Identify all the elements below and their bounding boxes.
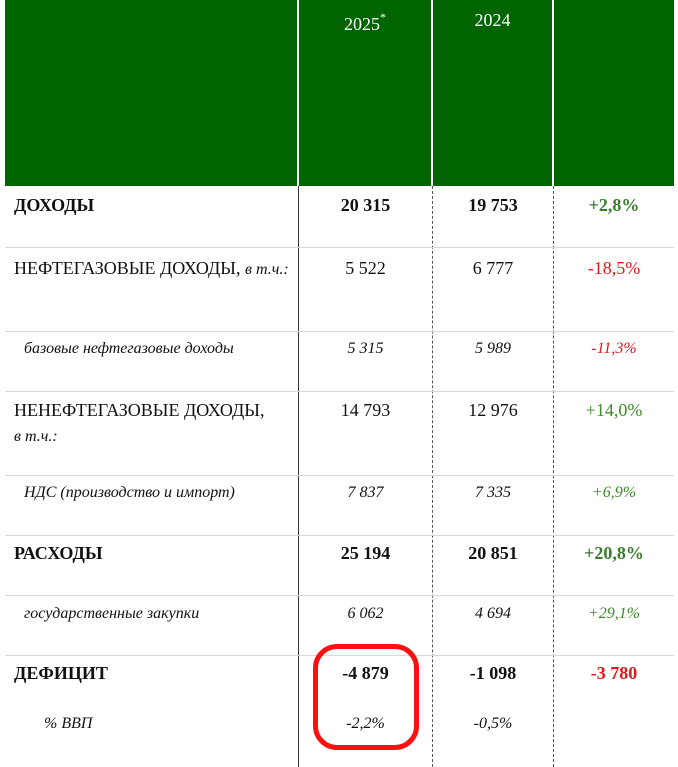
row-procurement-label: государственные закупки — [24, 605, 200, 622]
row-separator — [5, 475, 674, 476]
row-nonoil-title: НЕНЕФТЕГАЗОВЫЕ ДОХОДЫ, — [14, 400, 265, 420]
row-vat-2024: 7 335 — [475, 484, 511, 501]
row-base-oilgas-label: базовые нефтегазовые доходы — [24, 340, 234, 357]
row-expenses-2024: 20 851 — [468, 543, 518, 563]
header-year-2024: 2024 — [433, 0, 552, 186]
row-revenue-change: +2,8% — [588, 195, 640, 215]
row-vat-label: НДС (производство и импорт) — [24, 484, 235, 501]
row-expenses-2025: 25 194 — [340, 543, 391, 563]
row-base-oilgas-2025: 5 315 — [347, 340, 384, 357]
row-oilgas-change: -18,5% — [587, 258, 641, 278]
row-deficit-label: ДЕФИЦИТ — [14, 663, 108, 683]
row-nonoil-2024: 12 976 — [468, 400, 518, 420]
year-2024-label: 2024 — [474, 10, 511, 30]
divider-col-3 — [553, 186, 554, 767]
highlight-circle — [313, 644, 419, 750]
row-base-oilgas-2024: 5 989 — [475, 340, 511, 357]
header-year-2025: 2025* — [299, 0, 431, 186]
header-change-cell — [554, 0, 674, 186]
row-gdp-share-2024: -0,5% — [473, 715, 513, 732]
row-vat-2025: 7 837 — [347, 484, 384, 501]
row-deficit-2024: -1 098 — [469, 663, 517, 683]
row-nonoil-label: НЕНЕФТЕГАЗОВЫЕ ДОХОДЫ, в т.ч.: — [14, 398, 294, 449]
row-oilgas-title: НЕФТЕГАЗОВЫЕ ДОХОДЫ, — [14, 258, 241, 278]
row-separator — [5, 331, 674, 332]
divider-col-1 — [298, 186, 299, 767]
row-oilgas-label: НЕФТЕГАЗОВЫЕ ДОХОДЫ, в т.ч.: — [14, 256, 294, 282]
row-revenue-2024: 19 753 — [468, 195, 518, 215]
row-separator — [5, 595, 674, 596]
row-procurement-2024: 4 694 — [475, 605, 511, 622]
row-separator — [5, 247, 674, 248]
row-oilgas-2025: 5 522 — [345, 258, 386, 278]
row-oilgas-2024: 6 777 — [472, 258, 514, 278]
footnote-mark: * — [380, 10, 386, 24]
row-revenue-label: ДОХОДЫ — [14, 195, 95, 215]
year-2025-label: 2025 — [344, 14, 380, 34]
row-separator — [5, 391, 674, 392]
row-expenses-change: +20,8% — [584, 543, 644, 563]
row-nonoil-change: +14,0% — [585, 400, 643, 420]
row-gdp-share-label: % ВВП — [44, 715, 93, 732]
row-base-oilgas-change: -11,3% — [591, 340, 637, 357]
row-expenses-label: РАСХОДЫ — [14, 543, 103, 563]
header-label-cell — [5, 0, 297, 186]
row-deficit-change: -3 780 — [590, 663, 638, 683]
divider-col-2 — [432, 186, 433, 767]
row-separator — [5, 535, 674, 536]
row-nonoil-note: в т.ч.: — [14, 428, 58, 445]
row-deficit-2025: -4 879 — [342, 663, 389, 683]
row-revenue-2025: 20 315 — [340, 195, 391, 215]
row-nonoil-2025: 14 793 — [340, 400, 391, 420]
row-procurement-2025: 6 062 — [347, 605, 384, 622]
row-oilgas-note: в т.ч.: — [245, 261, 289, 278]
row-gdp-share-2025: -2,2% — [346, 715, 385, 732]
row-vat-change: +6,9% — [591, 484, 637, 501]
row-separator — [5, 655, 674, 656]
row-procurement-change: +29,1% — [587, 605, 641, 622]
